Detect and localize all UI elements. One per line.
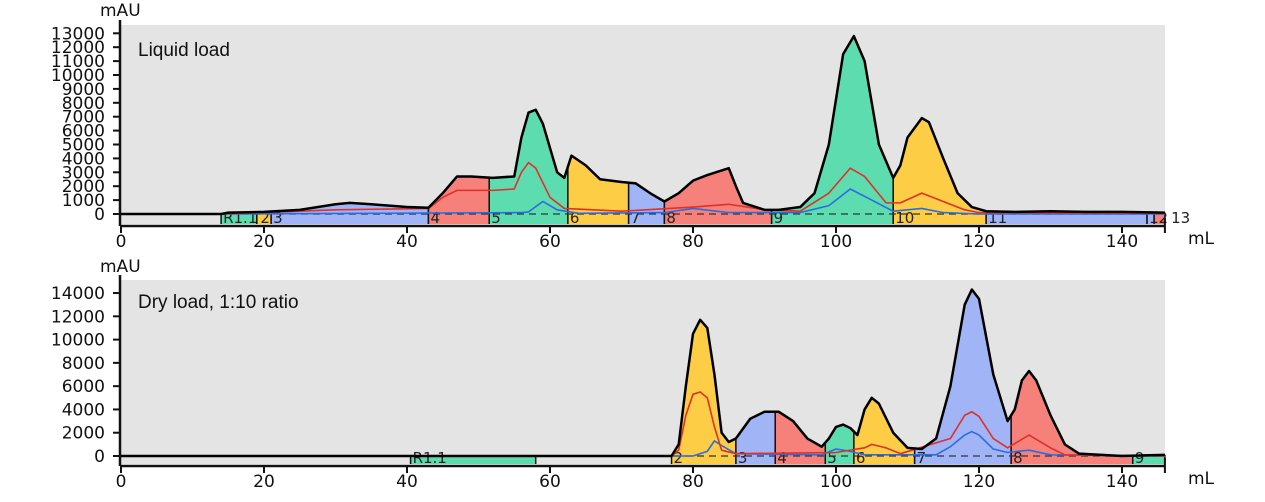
- trace-line-2: [221, 161, 1165, 215]
- fraction-area: [221, 212, 257, 224]
- chart-dry-load: R1.1 2 3 4 5 6 7 8 9 0 2000 4000 6000 8000 10000 12000 1…: [51, 275, 1166, 492]
- y-tick-label: 8000: [62, 94, 105, 114]
- x-tick-label: 80: [682, 472, 704, 492]
- y-tick-label: 7000: [62, 108, 105, 128]
- x-tick-label: 40: [396, 472, 418, 492]
- trace-line-2: [121, 391, 1165, 457]
- fraction-label: 5: [827, 449, 837, 467]
- fraction-area: [914, 289, 1012, 464]
- fraction-label: 3: [273, 209, 283, 227]
- fraction-area: [567, 155, 629, 224]
- fraction-label: 4: [430, 209, 440, 227]
- y-axis-label-bottom: mAU: [100, 257, 141, 277]
- x-tick-label: 20: [253, 232, 275, 252]
- y-tick-label: 4000: [62, 400, 105, 420]
- fraction-label: 9: [774, 209, 784, 227]
- y-tick-label: 9000: [62, 80, 105, 100]
- x-tick-label: 60: [539, 232, 561, 252]
- y-tick-label: 3000: [62, 163, 105, 183]
- fraction-label: R1.1: [413, 449, 447, 467]
- y-tick-label: 10000: [51, 66, 105, 86]
- fraction-label: 6: [570, 209, 580, 227]
- fraction-area: [256, 211, 272, 224]
- trace-line-3: [121, 430, 1165, 457]
- x-tick-label: 0: [116, 232, 127, 252]
- fraction-label: 3: [738, 449, 748, 467]
- y-tick-label: 12000: [51, 38, 105, 58]
- x-axis-label-bottom: mL: [1188, 469, 1215, 489]
- x-tick-label: 20: [253, 472, 275, 492]
- fraction-area: [771, 36, 894, 224]
- y-axis-label-top: mAU: [100, 1, 141, 21]
- x-tick-label: 120: [963, 232, 995, 252]
- x-tick-label: 100: [820, 232, 852, 252]
- trace-line-1: [121, 34, 1165, 216]
- fraction-label: 6: [856, 449, 866, 467]
- fraction-area: [664, 168, 772, 224]
- chart-title-dry-load: Dry load, 1:10 ratio: [138, 292, 299, 313]
- fraction-label: 4: [777, 449, 787, 467]
- y-tick-label: 1000: [62, 191, 105, 211]
- y-tick-label: 0: [94, 205, 105, 225]
- y-tick-label: 6000: [62, 377, 105, 397]
- fraction-area: [775, 411, 826, 464]
- fraction-label: 2: [674, 449, 684, 467]
- fraction-area: [893, 118, 987, 224]
- fraction-label: 2: [260, 209, 270, 227]
- x-tick-label: 140: [1106, 472, 1138, 492]
- x-tick-label: 140: [1106, 232, 1138, 252]
- y-tick-label: 5000: [62, 136, 105, 156]
- x-tick-label: 100: [820, 472, 852, 492]
- fraction-label: 8: [1013, 449, 1023, 467]
- fraction-area: [735, 411, 776, 464]
- fraction-label: 9: [1135, 449, 1145, 467]
- x-tick-label: 60: [539, 472, 561, 492]
- fraction-area: [853, 397, 915, 464]
- y-tick-label: 2000: [62, 424, 105, 444]
- fraction-label: 5: [491, 209, 501, 227]
- x-tick-label: 0: [116, 472, 127, 492]
- y-tick-label: 10000: [51, 331, 105, 351]
- y-tick-label: 14000: [51, 284, 105, 304]
- fraction-area: [1147, 212, 1155, 224]
- fraction-area: [1154, 212, 1165, 224]
- y-tick-label: 12000: [51, 307, 105, 327]
- fraction-area: [1132, 454, 1165, 464]
- trace-line-3: [221, 188, 1165, 215]
- fraction-label: 7: [631, 209, 641, 227]
- chart-liquid-load: R1.1 2 3 4 5 6 7 8 9 10 11 12 1301000200030004000500…: [51, 20, 1190, 252]
- y-tick-label: 2000: [62, 177, 105, 197]
- chart-title-liquid-load: Liquid load: [138, 40, 230, 61]
- y-tick-label: 13000: [51, 24, 105, 44]
- x-tick-label: 80: [682, 232, 704, 252]
- trace-line-1: [121, 288, 1165, 458]
- fraction-label: 10: [895, 209, 914, 227]
- y-tick-label: 11000: [51, 52, 105, 72]
- fraction-label: 13: [1171, 209, 1190, 227]
- fraction-label: 8: [666, 209, 676, 227]
- x-tick-label: 120: [963, 472, 995, 492]
- x-tick-label: 40: [396, 232, 418, 252]
- fraction-area: [410, 456, 536, 464]
- fraction-label: 7: [917, 449, 927, 467]
- y-tick-label: 4000: [62, 149, 105, 169]
- y-tick-label: 6000: [62, 122, 105, 142]
- x-axis-label-top: mL: [1188, 229, 1215, 249]
- y-tick-label: 8000: [62, 354, 105, 374]
- y-tick-label: 0: [94, 447, 105, 467]
